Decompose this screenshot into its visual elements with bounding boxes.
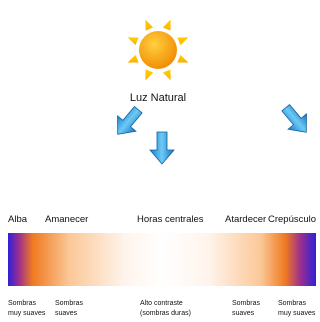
phase-label: Atardecer bbox=[225, 214, 266, 225]
shadow-label: muy suaves bbox=[8, 310, 46, 317]
shadow-label: (sombras duras) bbox=[140, 310, 191, 317]
arrow-right bbox=[277, 100, 316, 140]
shadow-label: Sombras bbox=[278, 300, 307, 307]
arrow-center bbox=[150, 132, 174, 164]
sun-ray bbox=[128, 55, 139, 63]
phase-label: Horas centrales bbox=[137, 214, 204, 225]
sun-icon bbox=[128, 20, 189, 81]
sun-ray bbox=[163, 20, 171, 31]
sun-ray bbox=[177, 37, 188, 45]
sun-ray bbox=[128, 37, 139, 45]
shadow-label: Sombras bbox=[55, 300, 84, 307]
shadow-label: muy suaves bbox=[278, 310, 316, 317]
phase-label: Amanecer bbox=[45, 214, 88, 225]
shadow-labels: Sombras muy suaves Sombras suaves Alto contr… bbox=[8, 300, 316, 317]
arrow-left bbox=[109, 102, 148, 142]
shadow-label: suaves bbox=[232, 310, 255, 317]
sun-ray bbox=[145, 20, 153, 31]
sun-ray bbox=[163, 69, 171, 80]
diagram: Luz Natural AlbaAmanecerHoras centralesA… bbox=[0, 0, 316, 322]
shadow-label: suaves bbox=[55, 310, 78, 317]
shadow-label: Alto contraste bbox=[140, 300, 183, 307]
sun-ray bbox=[145, 69, 153, 80]
shadow-label: Sombras bbox=[232, 300, 261, 307]
sun-disc bbox=[139, 31, 177, 69]
phase-label: Alba bbox=[8, 214, 28, 225]
light-gradient-bar bbox=[8, 233, 316, 286]
phase-label: Crepúsculo bbox=[268, 214, 316, 225]
shadow-label: Sombras bbox=[8, 300, 37, 307]
title: Luz Natural bbox=[130, 92, 186, 104]
sun-ray bbox=[177, 55, 188, 63]
